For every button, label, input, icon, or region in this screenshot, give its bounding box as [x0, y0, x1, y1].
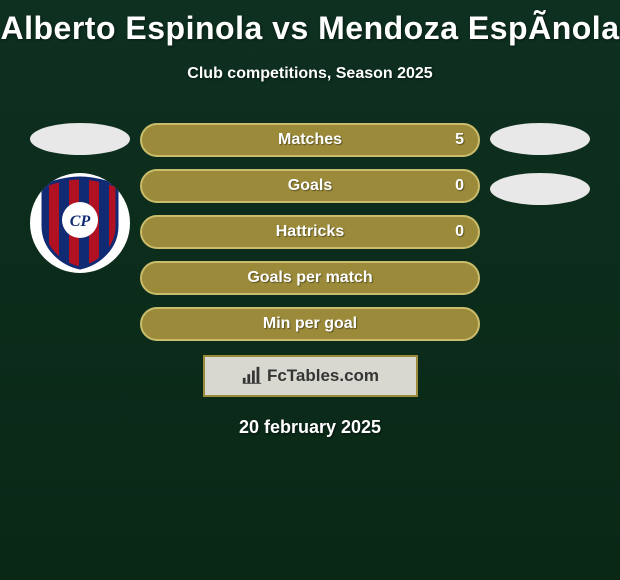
right-player-column	[483, 123, 598, 341]
comparison-infographic: Alberto Espinola vs Mendoza EspÃ­nola Cl…	[0, 0, 620, 580]
stat-row: Goals 0	[140, 169, 480, 203]
club-badge-placeholder-right	[490, 173, 590, 205]
stat-row: Min per goal	[140, 307, 480, 341]
club-badge-icon: CP	[39, 176, 121, 270]
player-photo-placeholder-right	[490, 123, 590, 155]
player-photo-placeholder-left	[30, 123, 130, 155]
stat-right-value: 0	[455, 177, 464, 195]
stat-label: Goals per match	[247, 269, 372, 287]
stats-column: Matches 5 Goals 0 Hattricks 0 Goals per match M…	[138, 123, 483, 341]
brand-badge: FcTables.com	[203, 355, 418, 397]
snapshot-date: 20 february 2025	[239, 417, 381, 438]
club-badge-left: CP	[30, 173, 130, 273]
chart-bars-icon	[241, 365, 263, 387]
stat-label: Matches	[278, 131, 342, 149]
svg-text:CP: CP	[70, 213, 91, 230]
page-title: Alberto Espinola vs Mendoza EspÃ­nola	[1, 10, 620, 47]
stat-label: Goals	[288, 177, 332, 195]
page-subtitle: Club competitions, Season 2025	[187, 65, 432, 83]
brand-text: FcTables.com	[267, 366, 379, 386]
stat-right-value: 0	[455, 223, 464, 241]
comparison-row: CP Matches 5 Goals 0 Hattricks 0 Goals per mat…	[0, 123, 620, 341]
stat-label: Hattricks	[276, 223, 344, 241]
left-player-column: CP	[23, 123, 138, 341]
stat-right-value: 5	[455, 131, 464, 149]
stat-row: Hattricks 0	[140, 215, 480, 249]
stat-row: Goals per match	[140, 261, 480, 295]
stat-row: Matches 5	[140, 123, 480, 157]
stat-label: Min per goal	[263, 315, 357, 333]
